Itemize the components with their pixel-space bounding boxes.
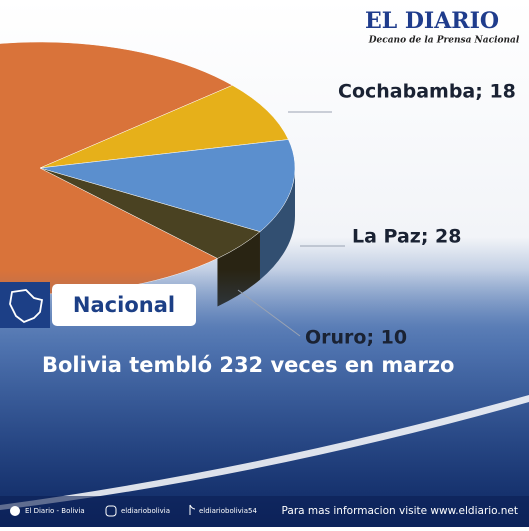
- logo-title: EL DIARIO: [365, 8, 499, 34]
- footer-bar: [0, 496, 529, 527]
- section-label: Nacional: [73, 293, 175, 317]
- logo-subtitle: Decano de la Prensa Nacional: [368, 36, 520, 46]
- data-label: La Paz; 28: [352, 226, 462, 248]
- facebook-icon: [10, 506, 20, 516]
- section-tag: [52, 284, 196, 326]
- map-icon: [9, 289, 44, 324]
- data-label: Oruro; 10: [305, 327, 407, 349]
- pie: [0, 41, 296, 307]
- tiktok-icon: [189, 504, 196, 515]
- pie-labels: Cochabamba; 18 La Paz; 28 Oruro; 10: [237, 81, 516, 349]
- pie-slice: [39, 85, 289, 169]
- headline: Bolivia tembló 232 veces en marzo: [42, 353, 454, 377]
- footer-facebook: El Diario - Bolivia: [25, 507, 85, 515]
- leader-line: [237, 289, 301, 337]
- pie-side: [259, 168, 295, 280]
- data-label: Cochabamba; 18: [338, 81, 516, 103]
- footer-instagram: eldiariobolivia: [121, 507, 170, 515]
- pie-slice: [39, 167, 261, 259]
- footer-tiktok: eldiariobolivia54: [199, 507, 257, 515]
- footer-web: Para mas informacion visite www.eldiario…: [282, 505, 518, 517]
- pie-slice: [39, 139, 296, 232]
- instagram-icon: [105, 505, 117, 517]
